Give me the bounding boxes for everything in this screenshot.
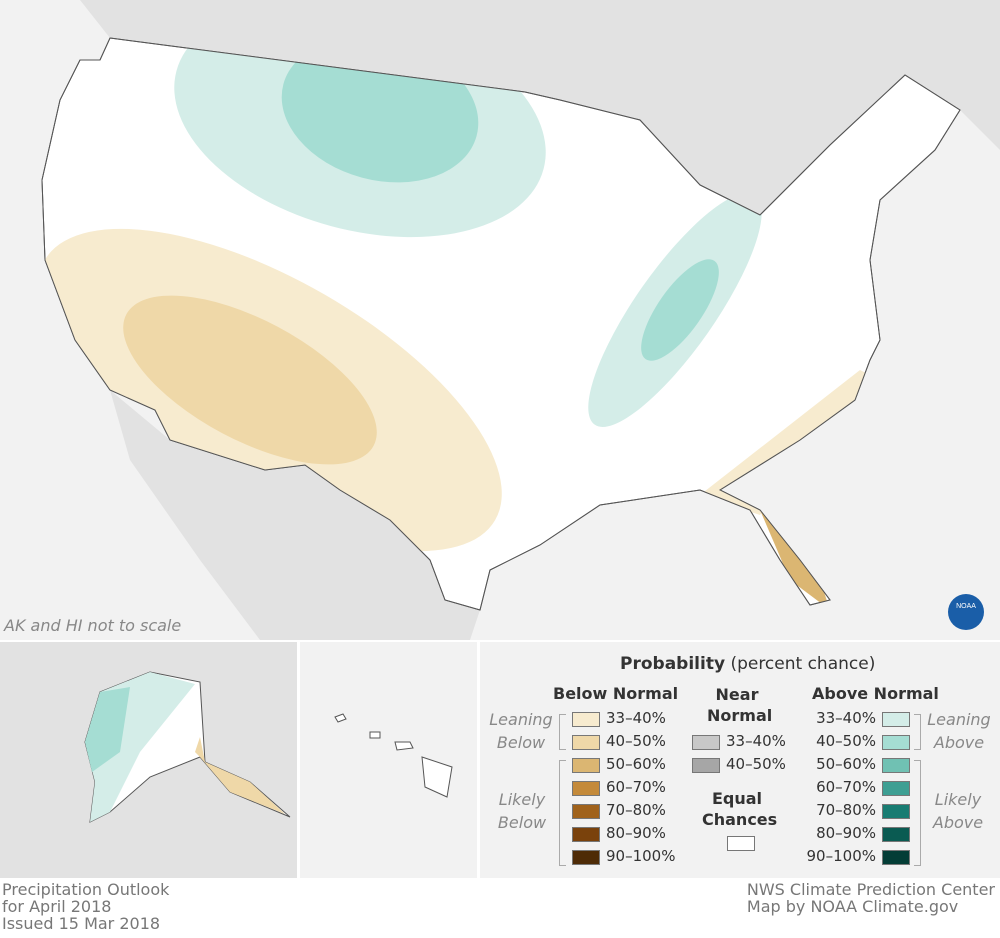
below-label: 80–90% [606, 824, 666, 842]
above-swatch [882, 712, 910, 727]
below-swatch [572, 735, 600, 750]
below-label: 40–50% [606, 732, 666, 750]
near-label: 33–40% [726, 732, 786, 750]
above-label: 80–90% [816, 824, 876, 842]
near-swatch [692, 735, 720, 750]
above-label: 90–100% [806, 847, 876, 865]
outlook-title: Precipitation Outlook [2, 880, 170, 899]
leaning-above-label: Leaning Above [927, 710, 991, 752]
above-label: 50–60% [816, 755, 876, 773]
us-precipitation-map: NOAA [0, 0, 1000, 640]
below-label: 33–40% [606, 709, 666, 727]
above-label: 40–50% [816, 732, 876, 750]
above-heading: Above Normal [812, 684, 939, 703]
near-heading: Near Normal [707, 685, 773, 725]
below-swatch [572, 827, 600, 842]
near-label: 40–50% [726, 755, 786, 773]
likely-below-label: Likely Below [497, 790, 547, 832]
outlook-period: for April 2018 [2, 897, 112, 916]
above-swatch [882, 827, 910, 842]
noaa-logo [948, 594, 984, 630]
svg-text:NOAA: NOAA [956, 603, 976, 610]
below-heading: Below Normal [553, 684, 679, 703]
likely-above-label: Likely Above [932, 790, 984, 832]
above-swatch [882, 804, 910, 819]
below-label: 50–60% [606, 755, 666, 773]
alaska-inset [0, 642, 297, 878]
above-label: 60–70% [816, 778, 876, 796]
issue-date: Issued 15 Mar 2018 [2, 914, 161, 933]
footer-left: Precipitation Outlook for April 2018 Iss… [2, 881, 169, 932]
below-label: 70–80% [606, 801, 666, 819]
below-swatch [572, 758, 600, 773]
above-swatch [882, 735, 910, 750]
below-swatch [572, 850, 600, 865]
below-label: 60–70% [606, 778, 666, 796]
below-label: 90–100% [606, 847, 676, 865]
credit-map: Map by NOAA Climate.gov [746, 897, 959, 916]
mexico-land [110, 390, 480, 640]
above-40-50-ohio-valley [641, 259, 719, 361]
above-swatch [882, 758, 910, 773]
above-label: 33–40% [816, 709, 876, 727]
hawaii-inset [300, 642, 477, 878]
below-40-50-southwest [123, 295, 377, 465]
near-swatch [692, 758, 720, 773]
legend: Probability (percent chance) Below Norma… [480, 642, 1000, 878]
hawaii-islands [334, 713, 453, 798]
canada-land [0, 0, 1000, 215]
above-label: 70–80% [816, 801, 876, 819]
equal-heading: Equal Chances [702, 789, 778, 829]
legend-subtitle: (percent chance) [730, 654, 876, 674]
below-swatch [572, 712, 600, 727]
above-swatch [882, 850, 910, 865]
below-swatch [572, 781, 600, 796]
leaning-below-label: Leaning Below [489, 710, 553, 752]
scale-note: AK and HI not to scale [4, 616, 182, 635]
above-swatch [882, 781, 910, 796]
footer-right: NWS Climate Prediction Center Map by NOA… [747, 881, 995, 915]
credit-cpc: NWS Climate Prediction Center [746, 880, 995, 899]
equal-chances-swatch [727, 836, 755, 851]
legend-title: Probability [620, 654, 726, 674]
below-swatch [572, 804, 600, 819]
